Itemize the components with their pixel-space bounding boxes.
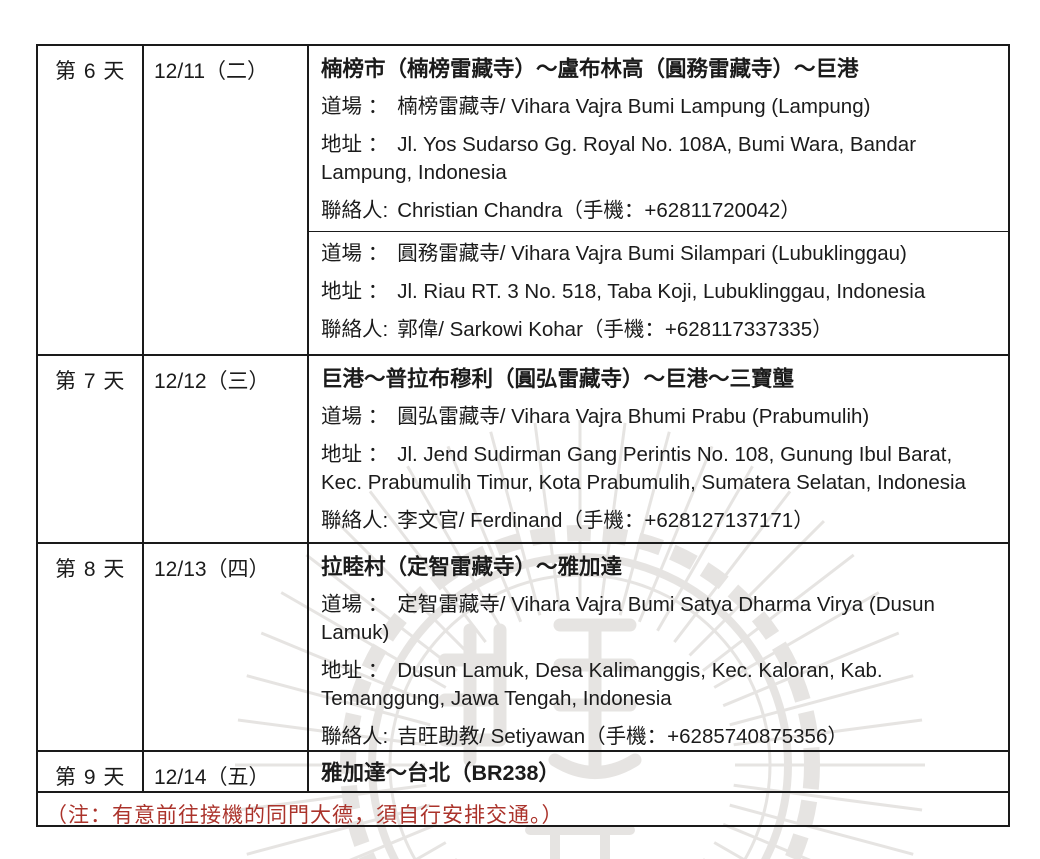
venue-label: 道場 ： [321,95,389,118]
address-line: 地址 ： Dusun Lamuk, Desa Kalimanggis, Kec. … [321,657,994,713]
venue-section: 道場 ： 圓務雷藏寺/ Vihara Vajra Bumi Silampari (… [309,231,1008,356]
address-label: 地址 ： [321,443,389,466]
table-row-day8: 第 8 天 12/13（四） 拉睦村（定智雷藏寺）～雅加達 道場 ：定智雷藏寺/… [38,542,1008,750]
venue-value: 定智雷藏寺/ Vihara Vajra Bumi Satya Dharma Vi… [321,593,935,644]
table-row-day6: 第 6 天 12/11（二） 楠榜市（楠榜雷藏寺）～盧布林高（圓務雷藏寺）～巨港… [38,46,1008,354]
itinerary-title: 巨港～普拉布穆利（圓弘雷藏寺）～巨港～三寶壟 [321,367,795,391]
venue-section: 拉睦村（定智雷藏寺）～雅加達 道場 ：定智雷藏寺/ Vihara Vajra B… [309,544,1008,763]
day-cell: 第 6 天 [55,60,126,83]
itinerary-title: 拉睦村（定智雷藏寺）～雅加達 [321,555,623,579]
venue-line: 道場 ：定智雷藏寺/ Vihara Vajra Bumi Satya Dharm… [321,591,994,647]
venue-section: 巨港～普拉布穆利（圓弘雷藏寺）～巨港～三寶壟 道場 ： 圓弘雷藏寺/ Vihara… [309,356,1008,547]
itinerary-title: 雅加達～台北（BR238） [321,761,560,785]
address-line: 地址 ： Jl. Riau RT. 3 No. 518, Taba Koji, L… [321,278,994,306]
contact-label: 聯絡人: [321,199,389,222]
note-row: （注：有意前往接機的同門大德，須自行安排交通。） [38,791,1008,829]
detail-cell: 楠榜市（楠榜雷藏寺）～盧布林高（圓務雷藏寺）～巨港 道場 ： 楠榜雷藏寺/ Vih… [307,46,1008,354]
address-value: Jl. Yos Sudarso Gg. Royal No. 108A, Bumi… [321,133,917,184]
date-cell: 12/13（四） [142,544,307,750]
date-cell: 12/11（二） [142,46,307,354]
note-text: （注：有意前往接機的同門大德，須自行安排交通。） [46,804,564,827]
contact-label: 聯絡人: [321,318,389,341]
venue-section: 雅加達～台北（BR238） [309,752,1008,790]
contact-value: 吉旺助教/ Setiyawan（手機：+6285740875356） [397,725,848,748]
contact-line: 聯絡人: 李文官/ Ferdinand（手機：+628127137171） [321,507,994,535]
address-value: Jl. Riau RT. 3 No. 518, Taba Koji, Lubuk… [397,280,926,303]
venue-value: 楠榜雷藏寺/ Vihara Vajra Bumi Lampung (Lampun… [397,95,871,118]
address-line: 地址 ： Jl. Jend Sudirman Gang Perintis No. … [321,441,994,497]
itinerary-table: 第 6 天 12/11（二） 楠榜市（楠榜雷藏寺）～盧布林高（圓務雷藏寺）～巨港… [36,44,1010,827]
venue-line: 道場 ： 圓弘雷藏寺/ Vihara Vajra Bhumi Prabu (Pra… [321,403,994,431]
address-label: 地址 ： [321,659,389,682]
venue-label: 道場 ： [321,593,389,616]
table-row-day9: 第 9 天 12/14（五） 雅加達～台北（BR238） [38,750,1008,791]
date-cell: 12/14（五） [142,752,307,791]
venue-value: 圓弘雷藏寺/ Vihara Vajra Bhumi Prabu (Prabumu… [397,405,870,428]
detail-cell: 巨港～普拉布穆利（圓弘雷藏寺）～巨港～三寶壟 道場 ： 圓弘雷藏寺/ Vihara… [307,356,1008,542]
venue-label: 道場 ： [321,405,389,428]
address-label: 地址 ： [321,280,389,303]
venue-line: 道場 ： 圓務雷藏寺/ Vihara Vajra Bumi Silampari (… [321,240,994,268]
contact-line: 聯絡人: 吉旺助教/ Setiyawan（手機：+6285740875356） [321,723,994,751]
venue-value: 圓務雷藏寺/ Vihara Vajra Bumi Silampari (Lubu… [397,242,907,265]
day-cell: 第 7 天 [55,370,126,393]
address-value: Dusun Lamuk, Desa Kalimanggis, Kec. Kalo… [321,659,883,710]
venue-label: 道場 ： [321,242,389,265]
contact-line: 聯絡人: 郭偉/ Sarkowi Kohar（手機：+628117337335） [321,316,994,344]
venue-line: 道場 ： 楠榜雷藏寺/ Vihara Vajra Bumi Lampung (La… [321,93,994,121]
address-line: 地址 ： Jl. Yos Sudarso Gg. Royal No. 108A, … [321,131,994,187]
contact-value: 李文官/ Ferdinand（手機：+628127137171） [397,509,814,532]
day-cell: 第 8 天 [55,558,126,581]
date-cell: 12/12（三） [142,356,307,542]
contact-value: Christian Chandra（手機：+62811720042） [397,199,801,222]
day-cell: 第 9 天 [55,766,126,789]
itinerary-title: 楠榜市（楠榜雷藏寺）～盧布林高（圓務雷藏寺）～巨港 [321,57,859,81]
contact-line: 聯絡人: Christian Chandra（手機：+62811720042） [321,197,994,225]
contact-label: 聯絡人: [321,509,389,532]
venue-section: 楠榜市（楠榜雷藏寺）～盧布林高（圓務雷藏寺）～巨港 道場 ： 楠榜雷藏寺/ Vih… [309,46,1008,231]
detail-cell: 雅加達～台北（BR238） [307,752,1008,791]
detail-cell: 拉睦村（定智雷藏寺）～雅加達 道場 ：定智雷藏寺/ Vihara Vajra B… [307,544,1008,750]
table-row-day7: 第 7 天 12/12（三） 巨港～普拉布穆利（圓弘雷藏寺）～巨港～三寶壟 道場… [38,354,1008,542]
contact-label: 聯絡人: [321,725,389,748]
address-value: Jl. Jend Sudirman Gang Perintis No. 108,… [321,443,966,494]
address-label: 地址 ： [321,133,389,156]
contact-value: 郭偉/ Sarkowi Kohar（手機：+628117337335） [397,318,833,341]
